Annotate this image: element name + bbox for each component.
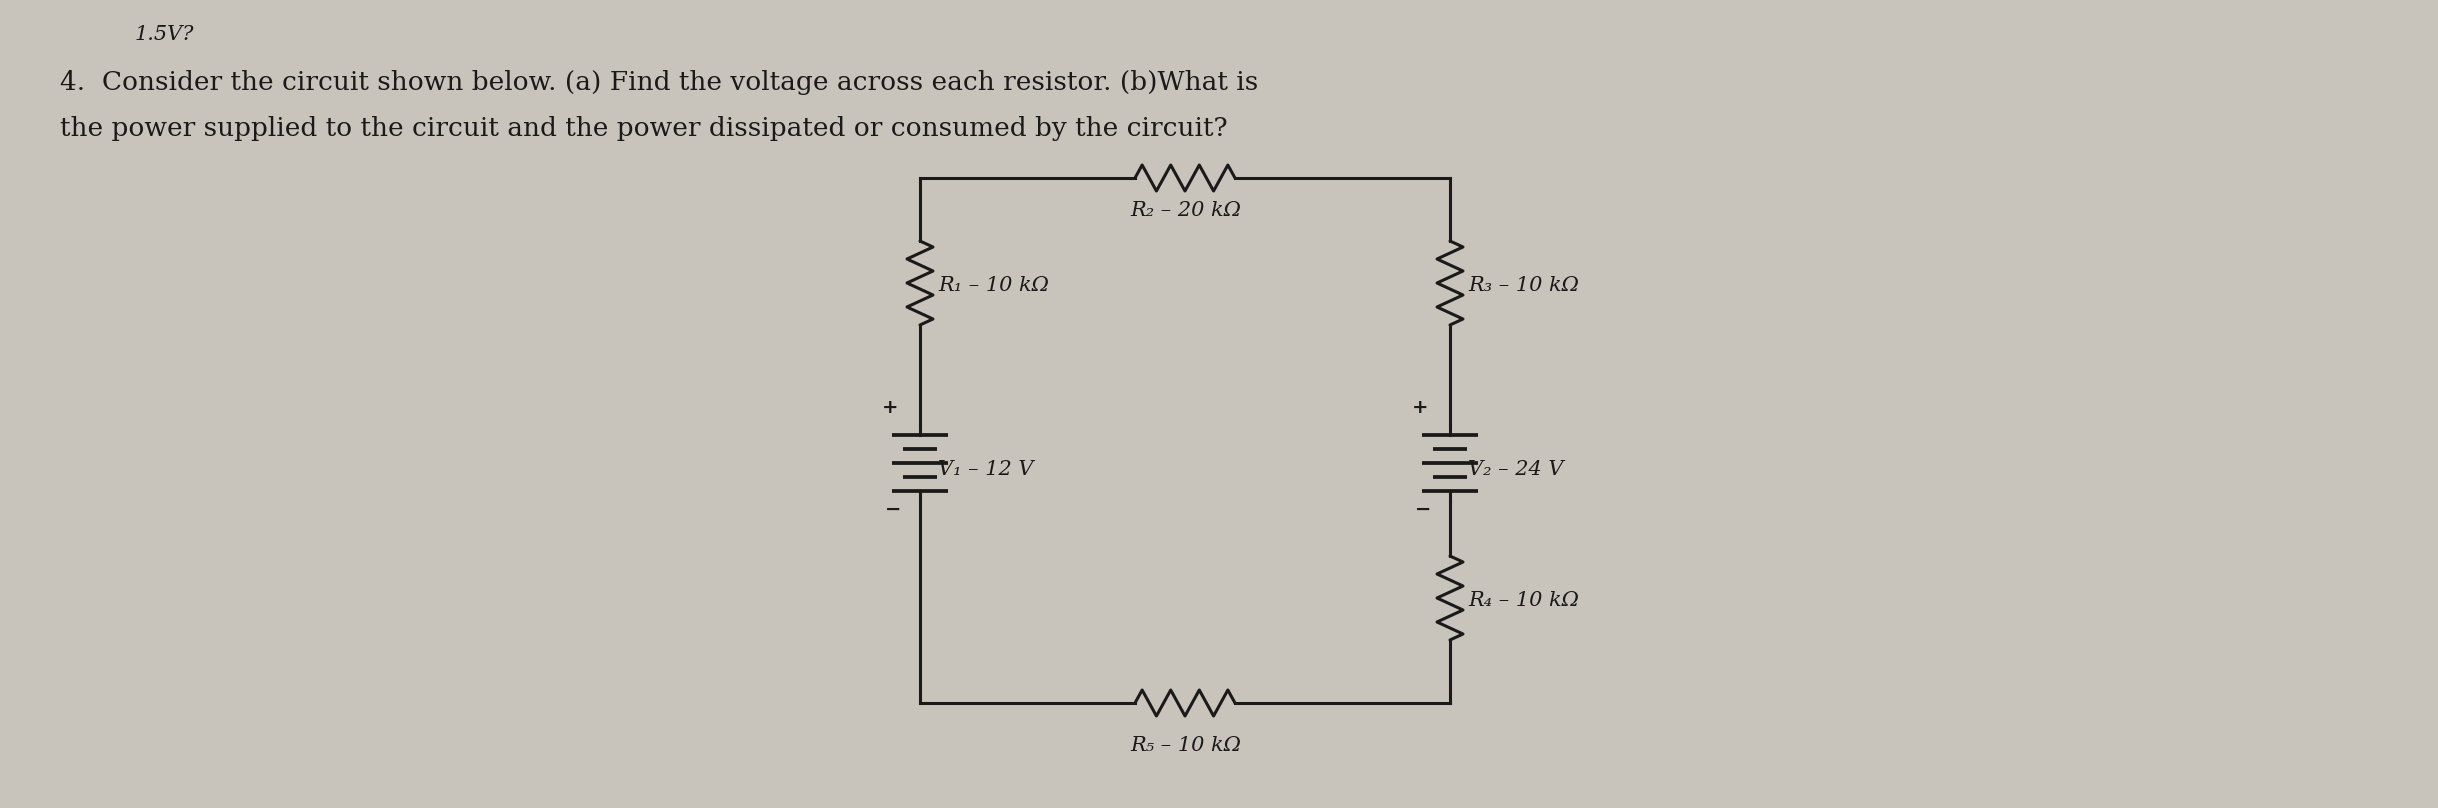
Text: −: −	[885, 501, 902, 519]
Text: R₂ – 20 kΩ: R₂ – 20 kΩ	[1129, 201, 1241, 220]
Text: +: +	[883, 399, 900, 417]
Text: R₅ – 10 kΩ: R₅ – 10 kΩ	[1129, 736, 1241, 755]
Text: R₄ – 10 kΩ: R₄ – 10 kΩ	[1468, 591, 1580, 610]
Text: R₃ – 10 kΩ: R₃ – 10 kΩ	[1468, 276, 1580, 295]
Text: −: −	[1414, 501, 1431, 519]
Text: R₁ – 10 kΩ: R₁ – 10 kΩ	[939, 276, 1048, 295]
Text: V₂ – 24 V: V₂ – 24 V	[1468, 460, 1563, 479]
Text: the power supplied to the circuit and the power dissipated or consumed by the ci: the power supplied to the circuit and th…	[61, 116, 1229, 141]
Text: 1.5V?: 1.5V?	[134, 25, 195, 44]
Text: +: +	[1412, 399, 1429, 417]
Text: V₁ – 12 V: V₁ – 12 V	[939, 460, 1034, 479]
Text: 4.  Consider the circuit shown below. (a) Find the voltage across each resistor.: 4. Consider the circuit shown below. (a)…	[61, 70, 1258, 95]
